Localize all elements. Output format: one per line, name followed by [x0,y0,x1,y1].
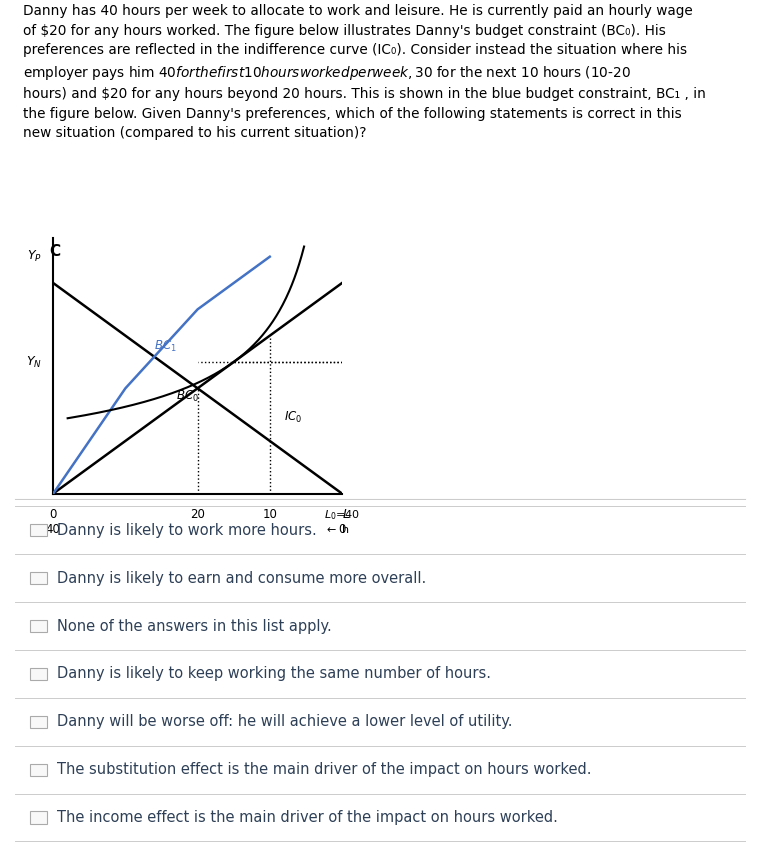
Text: Danny has 40 hours per week to allocate to work and leisure. He is currently pai: Danny has 40 hours per week to allocate … [23,4,706,140]
Text: Danny is likely to work more hours.: Danny is likely to work more hours. [57,523,317,538]
Text: The income effect is the main driver of the impact on hours worked.: The income effect is the main driver of … [57,810,558,825]
Text: L: L [342,508,350,521]
Bar [30,668,47,680]
Text: $BC_0$: $BC_0$ [176,389,199,403]
Text: 40: 40 [46,523,61,535]
Bar [30,763,47,776]
Text: $BC_1$: $BC_1$ [154,339,177,354]
Text: Danny is likely to keep working the same number of hours.: Danny is likely to keep working the same… [57,666,491,682]
Text: $L_0$=40: $L_0$=40 [324,508,360,522]
Bar [30,524,47,536]
Text: 0: 0 [338,523,346,535]
Text: 0: 0 [49,508,57,521]
Text: $IC_0$: $IC_0$ [284,409,302,425]
Bar [30,811,47,824]
Text: 10: 10 [262,508,277,521]
Bar [30,716,47,728]
Text: Danny will be worse off: he will achieve a lower level of utility.: Danny will be worse off: he will achieve… [57,714,512,729]
Text: 20: 20 [190,508,205,521]
Text: $\leftarrow$ h: $\leftarrow$ h [324,523,350,534]
Text: Danny is likely to earn and consume more overall.: Danny is likely to earn and consume more… [57,571,426,585]
Text: None of the answers in this list apply.: None of the answers in this list apply. [57,619,332,633]
Text: The substitution effect is the main driver of the impact on hours worked.: The substitution effect is the main driv… [57,762,591,777]
Bar [30,620,47,632]
Text: $Y_N$: $Y_N$ [27,354,43,369]
Bar [30,572,47,585]
Text: $Y_P$: $Y_P$ [27,249,43,265]
Text: C: C [49,243,61,259]
